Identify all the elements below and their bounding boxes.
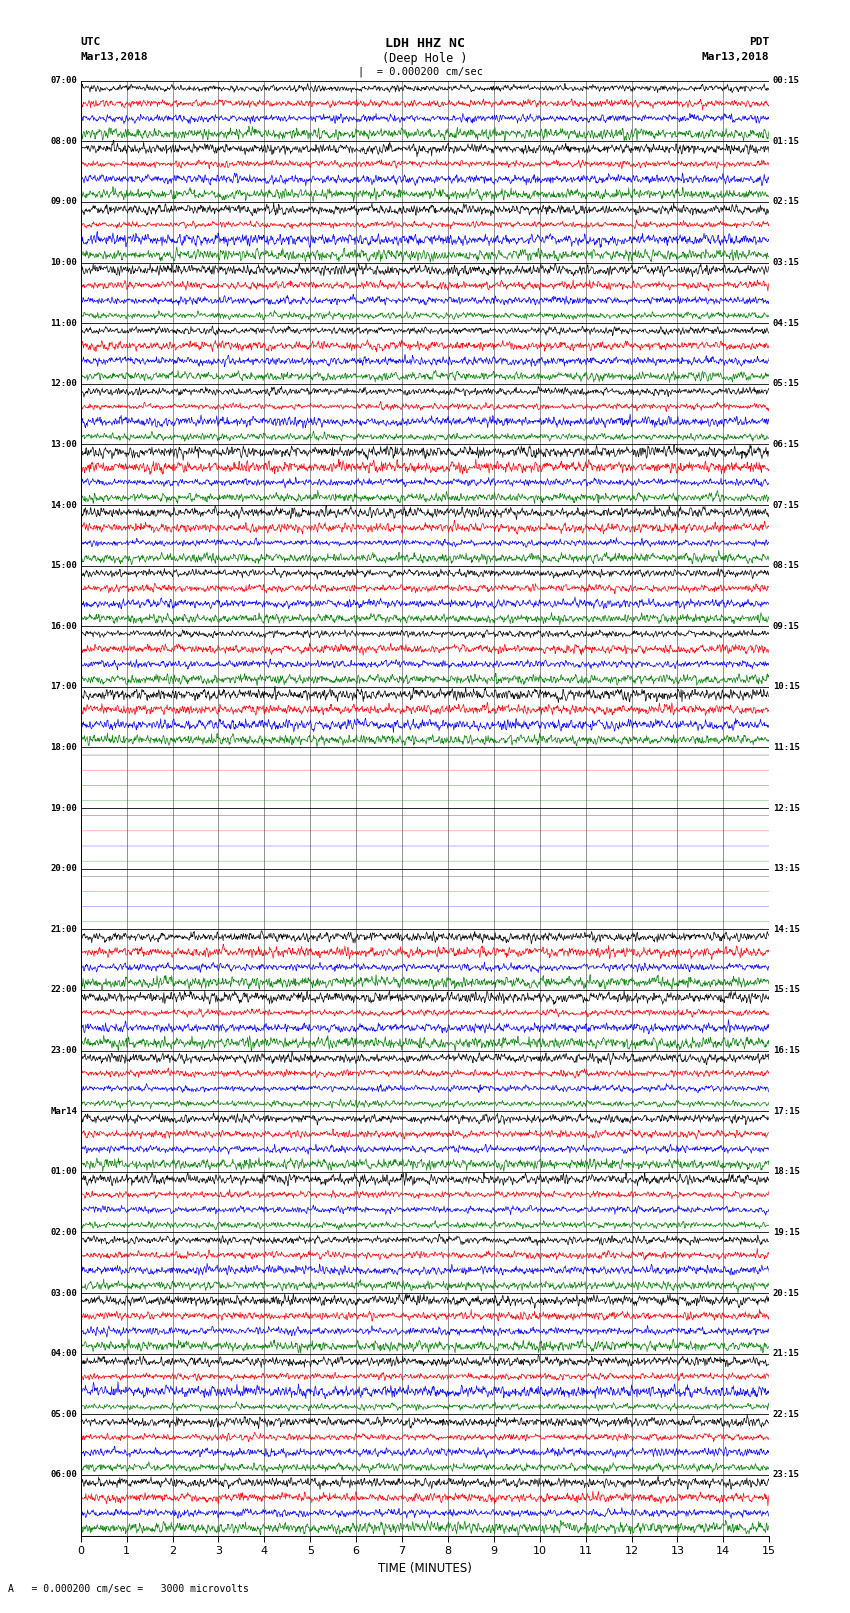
Text: 17:00: 17:00 bbox=[50, 682, 77, 692]
Text: 15:15: 15:15 bbox=[773, 986, 800, 995]
Text: 10:15: 10:15 bbox=[773, 682, 800, 692]
Text: 06:00: 06:00 bbox=[50, 1471, 77, 1479]
Text: 12:00: 12:00 bbox=[50, 379, 77, 389]
Text: 18:00: 18:00 bbox=[50, 744, 77, 752]
Text: Mar13,2018: Mar13,2018 bbox=[702, 52, 769, 61]
Text: 07:15: 07:15 bbox=[773, 500, 800, 510]
Text: 00:15: 00:15 bbox=[773, 76, 800, 85]
Text: LDH HHZ NC: LDH HHZ NC bbox=[385, 37, 465, 50]
Text: 21:15: 21:15 bbox=[773, 1348, 800, 1358]
Text: 03:15: 03:15 bbox=[773, 258, 800, 268]
Text: 14:00: 14:00 bbox=[50, 500, 77, 510]
Text: 02:15: 02:15 bbox=[773, 197, 800, 206]
Text: 08:15: 08:15 bbox=[773, 561, 800, 569]
Text: 22:00: 22:00 bbox=[50, 986, 77, 995]
X-axis label: TIME (MINUTES): TIME (MINUTES) bbox=[378, 1561, 472, 1574]
Text: 02:00: 02:00 bbox=[50, 1227, 77, 1237]
Text: PDT: PDT bbox=[749, 37, 769, 47]
Text: 03:00: 03:00 bbox=[50, 1289, 77, 1297]
Text: 05:15: 05:15 bbox=[773, 379, 800, 389]
Text: 13:15: 13:15 bbox=[773, 865, 800, 873]
Text: 10:00: 10:00 bbox=[50, 258, 77, 268]
Text: 14:15: 14:15 bbox=[773, 924, 800, 934]
Text: 16:15: 16:15 bbox=[773, 1047, 800, 1055]
Text: A   = 0.000200 cm/sec =   3000 microvolts: A = 0.000200 cm/sec = 3000 microvolts bbox=[8, 1584, 249, 1594]
Text: 04:15: 04:15 bbox=[773, 319, 800, 327]
Text: 09:00: 09:00 bbox=[50, 197, 77, 206]
Text: 12:15: 12:15 bbox=[773, 803, 800, 813]
Text: 23:15: 23:15 bbox=[773, 1471, 800, 1479]
Text: 01:00: 01:00 bbox=[50, 1168, 77, 1176]
Text: 21:00: 21:00 bbox=[50, 924, 77, 934]
Text: 17:15: 17:15 bbox=[773, 1107, 800, 1116]
Text: 05:00: 05:00 bbox=[50, 1410, 77, 1419]
Text: 09:15: 09:15 bbox=[773, 621, 800, 631]
Text: 11:00: 11:00 bbox=[50, 319, 77, 327]
Text: 20:00: 20:00 bbox=[50, 865, 77, 873]
Text: 13:00: 13:00 bbox=[50, 440, 77, 448]
Text: 22:15: 22:15 bbox=[773, 1410, 800, 1419]
Text: 18:15: 18:15 bbox=[773, 1168, 800, 1176]
Text: 16:00: 16:00 bbox=[50, 621, 77, 631]
Text: 23:00: 23:00 bbox=[50, 1047, 77, 1055]
Text: Mar14: Mar14 bbox=[50, 1107, 77, 1116]
Text: UTC: UTC bbox=[81, 37, 101, 47]
Text: 06:15: 06:15 bbox=[773, 440, 800, 448]
Text: 19:15: 19:15 bbox=[773, 1227, 800, 1237]
Text: 11:15: 11:15 bbox=[773, 744, 800, 752]
Text: 08:00: 08:00 bbox=[50, 137, 77, 145]
Text: (Deep Hole ): (Deep Hole ) bbox=[382, 52, 468, 65]
Text: 07:00: 07:00 bbox=[50, 76, 77, 85]
Text: 19:00: 19:00 bbox=[50, 803, 77, 813]
Text: Mar13,2018: Mar13,2018 bbox=[81, 52, 148, 61]
Text: |  = 0.000200 cm/sec: | = 0.000200 cm/sec bbox=[358, 66, 484, 77]
Text: 20:15: 20:15 bbox=[773, 1289, 800, 1297]
Text: 01:15: 01:15 bbox=[773, 137, 800, 145]
Text: 04:00: 04:00 bbox=[50, 1348, 77, 1358]
Text: 15:00: 15:00 bbox=[50, 561, 77, 569]
